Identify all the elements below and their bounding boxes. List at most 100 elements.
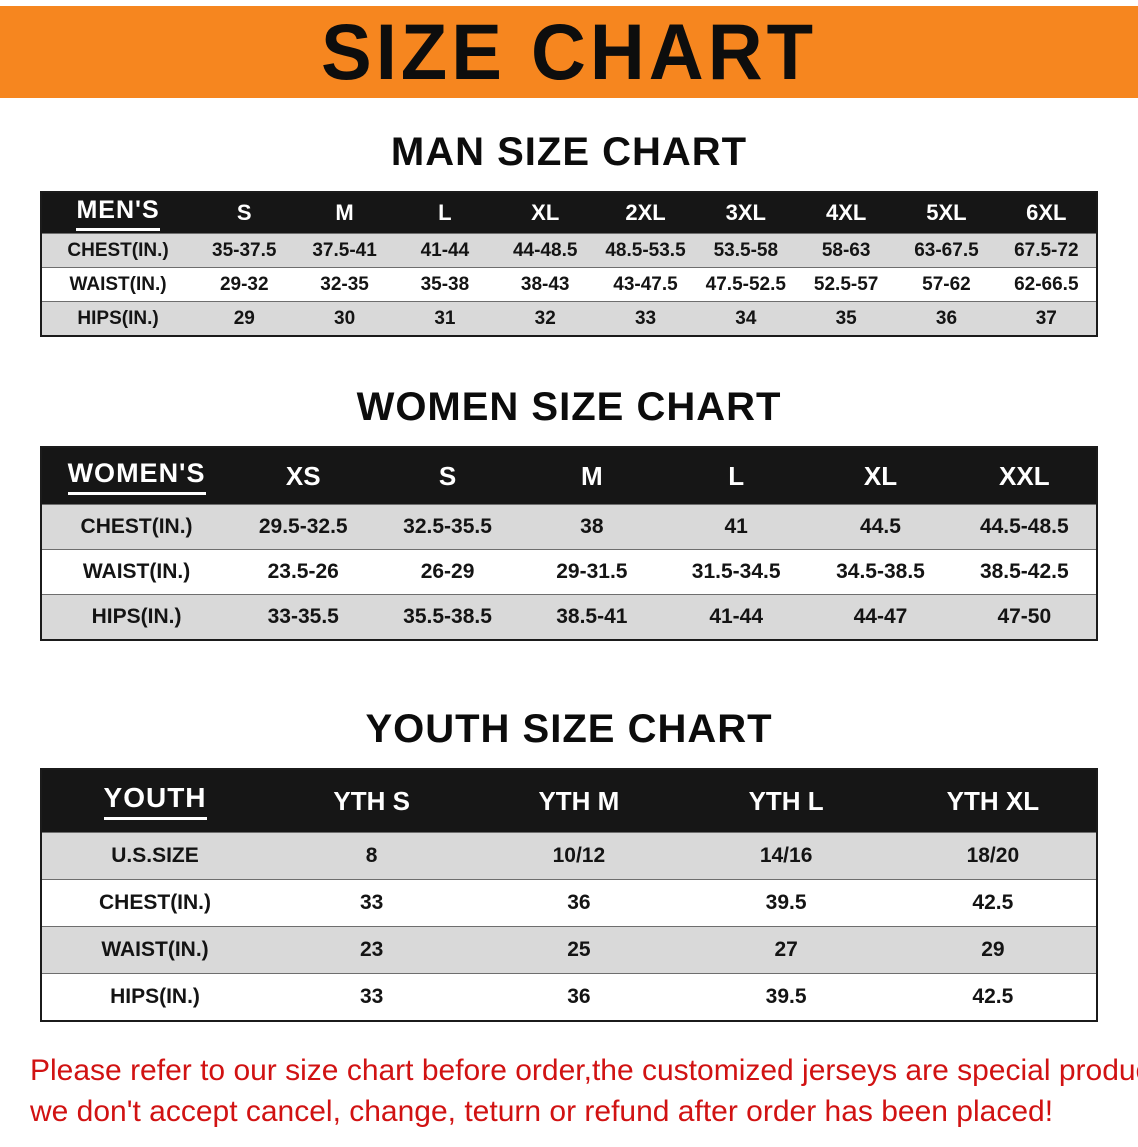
data-cell: 33	[359, 891, 384, 914]
size-header-cell: YTH S	[268, 769, 476, 833]
size-header-cell: YTH M	[475, 769, 683, 833]
size-header-cell: 5XL	[896, 192, 997, 234]
row-label: CHEST(IN.)	[99, 891, 212, 914]
data-cell: 38.5-42.5	[979, 560, 1069, 583]
data-cell: 44.5	[860, 515, 901, 538]
row-label: WAIST(IN.)	[82, 560, 191, 583]
data-cell: 41-44	[709, 605, 764, 628]
data-cell: 23	[359, 938, 384, 961]
data-cell: 44-47	[853, 605, 908, 628]
size-header-cell: XL	[495, 192, 596, 234]
youth-chest-row: CHEST(IN.) 33 36 39.5 42.5	[41, 879, 1097, 927]
men-waist-row: WAIST(IN.) 29-32 32-35 35-38 38-43 43-47…	[41, 267, 1097, 302]
youth-size-table: YOUTH YTH S YTH M YTH L YTH XL U.S.SIZE …	[40, 768, 1098, 1022]
page-title: SIZE CHART	[321, 7, 817, 97]
data-cell: 36	[567, 985, 591, 1008]
data-cell: 23.5-26	[267, 560, 339, 583]
data-cell: 35	[835, 307, 857, 329]
data-cell: 36	[567, 891, 591, 914]
data-cell: 43-47.5	[613, 273, 678, 295]
women-header-row: WOMEN'S XS S M L XL XXL	[41, 447, 1097, 505]
women-hips-row: HIPS(IN.) 33-35.5 35.5-38.5 38.5-41 41-4…	[41, 594, 1097, 640]
size-header-cell: XS	[231, 447, 376, 505]
data-cell: 33-35.5	[267, 605, 339, 628]
women-size-section: WOMEN SIZE CHART WOMEN'S XS S M L XL XXL…	[0, 385, 1138, 641]
row-label: WAIST(IN.)	[69, 273, 167, 295]
data-cell: 33	[634, 307, 657, 329]
data-cell: 38-43	[520, 273, 570, 295]
data-cell: 47.5-52.5	[705, 273, 786, 295]
data-cell: 10/12	[552, 844, 606, 867]
data-cell: 26-29	[420, 560, 475, 583]
order-policy-line-2: we don't accept cancel, change, teturn o…	[30, 1095, 1054, 1129]
data-cell: 29-32	[219, 273, 269, 295]
youth-waist-row: WAIST(IN.) 23 25 27 29	[41, 926, 1097, 974]
size-header-cell: S	[375, 447, 520, 505]
size-header-cell: 4XL	[795, 192, 897, 234]
size-header-cell: M	[519, 447, 665, 505]
size-header-cell: L	[394, 192, 496, 234]
youth-hips-row: HIPS(IN.) 33 36 39.5 42.5	[41, 973, 1097, 1021]
row-label: WAIST(IN.)	[101, 938, 209, 961]
size-header-cell: S	[194, 192, 295, 234]
data-cell: 53.5-58	[713, 239, 779, 261]
row-label: HIPS(IN.)	[77, 307, 159, 329]
data-cell: 34	[735, 307, 757, 329]
data-cell: 29	[981, 938, 1005, 961]
data-cell: 36	[935, 307, 958, 329]
row-label: U.S.SIZE	[111, 844, 199, 867]
women-waist-row: WAIST(IN.) 23.5-26 26-29 29-31.5 31.5-34…	[41, 549, 1097, 595]
men-table-title: MEN'S	[41, 192, 195, 234]
data-cell: 14/16	[759, 844, 813, 867]
youth-header-row: YOUTH YTH S YTH M YTH L YTH XL	[41, 769, 1097, 833]
data-cell: 30	[334, 307, 356, 329]
data-cell: 42.5	[972, 985, 1014, 1008]
order-policy-line-1: Please refer to our size chart before or…	[30, 1054, 1138, 1087]
men-size-heading: MAN SIZE CHART	[390, 130, 748, 174]
men-size-table: MEN'S S M L XL 2XL 3XL 4XL 5XL 6XL CHEST…	[40, 191, 1098, 337]
data-cell: 44-48.5	[512, 239, 578, 261]
data-cell: 35-37.5	[212, 239, 277, 261]
youth-size-heading: YOUTH SIZE CHART	[365, 707, 773, 751]
size-header-cell: 6XL	[996, 192, 1097, 234]
size-header-cell: 2XL	[595, 192, 696, 234]
data-cell: 39.5	[765, 985, 807, 1008]
data-cell: 29	[233, 307, 255, 329]
men-hips-row: HIPS(IN.) 29 30 31 32 33 34 35 36 37	[41, 301, 1097, 336]
data-cell: 32.5-35.5	[403, 515, 492, 538]
youth-size-section: YOUTH SIZE CHART YOUTH YTH S YTH M YTH L…	[0, 707, 1138, 1022]
data-cell: 25	[567, 938, 591, 961]
women-size-table: WOMEN'S XS S M L XL XXL CHEST(IN.) 29.5-…	[40, 446, 1098, 641]
data-cell: 18/20	[966, 844, 1020, 867]
row-label: HIPS(IN.)	[110, 985, 200, 1008]
data-cell: 47-50	[997, 605, 1052, 628]
data-cell: 27	[774, 938, 798, 961]
data-cell: 48.5-53.5	[605, 239, 686, 261]
row-label: CHEST(IN.)	[80, 515, 193, 538]
data-cell: 35.5-38.5	[403, 605, 492, 628]
youth-table-title: YOUTH	[41, 769, 269, 833]
size-header-cell: 3XL	[695, 192, 796, 234]
data-cell: 41	[724, 515, 748, 538]
women-table-title: WOMEN'S	[41, 447, 232, 505]
data-cell: 41-44	[420, 239, 470, 261]
data-cell: 44.5-48.5	[979, 515, 1069, 538]
data-cell: 29-31.5	[556, 560, 628, 583]
data-cell: 58-63	[821, 239, 871, 261]
data-cell: 33	[359, 985, 384, 1008]
data-cell: 29.5-32.5	[258, 515, 348, 538]
men-chest-row: CHEST(IN.) 35-37.5 37.5-41 41-44 44-48.5…	[41, 233, 1097, 268]
size-header-cell: L	[664, 447, 809, 505]
data-cell: 37	[1035, 307, 1057, 329]
data-cell: 32-35	[320, 273, 369, 295]
order-policy-note: Please refer to our size chart before or…	[30, 1050, 1138, 1133]
data-cell: 39.5	[765, 891, 807, 914]
data-cell: 35-38	[420, 273, 470, 295]
data-cell: 38	[580, 515, 604, 538]
size-header-cell: YTH XL	[889, 769, 1097, 833]
data-cell: 32	[534, 307, 556, 329]
women-table-title-label: WOMEN'S	[67, 458, 206, 495]
women-size-heading: WOMEN SIZE CHART	[356, 385, 782, 429]
data-cell: 34.5-38.5	[836, 560, 925, 583]
data-cell: 31.5-34.5	[691, 560, 781, 583]
